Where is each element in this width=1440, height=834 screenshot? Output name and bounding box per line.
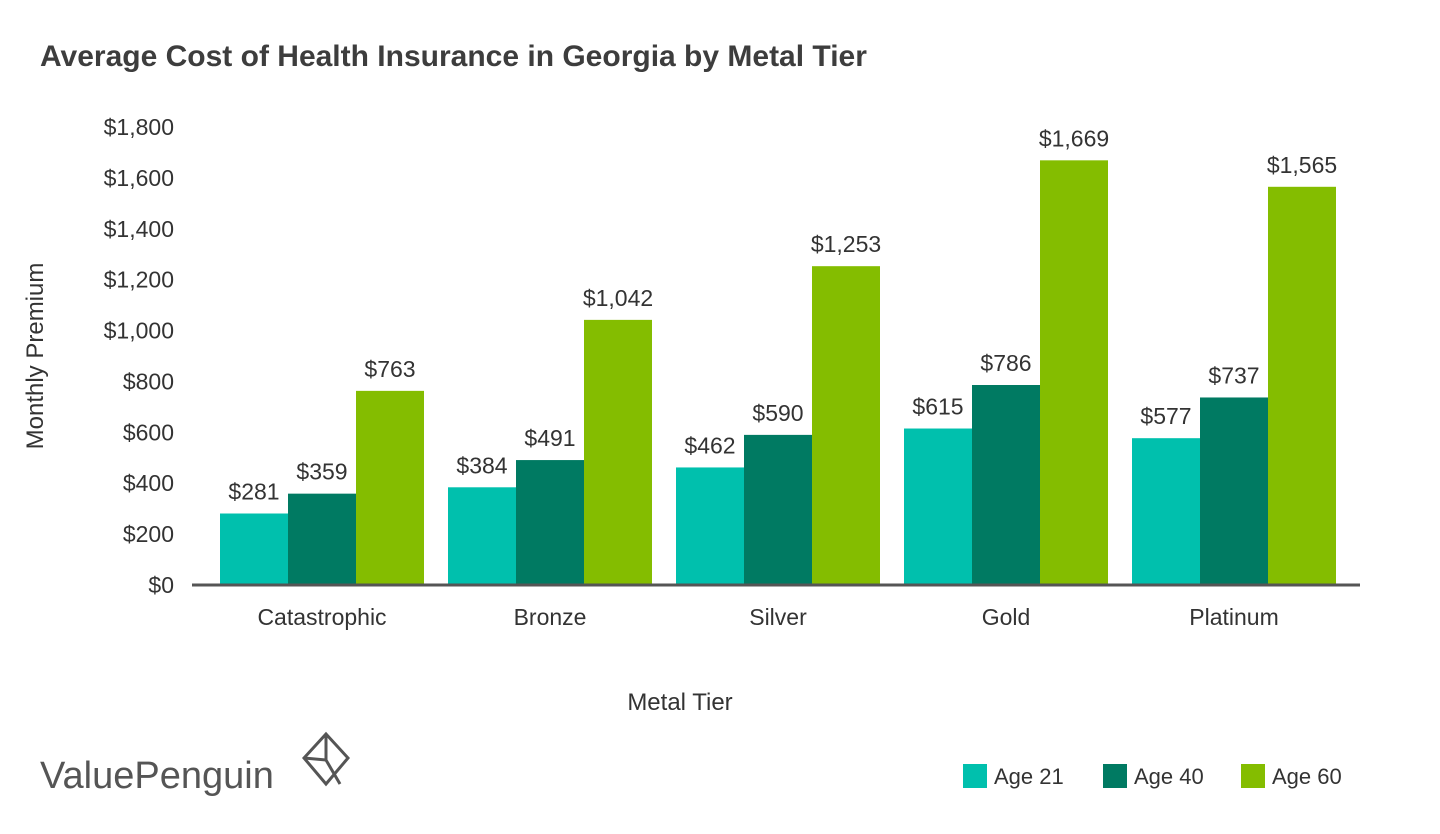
bar-age-60-bronze — [584, 319, 652, 585]
data-label: $1,669 — [1039, 125, 1109, 151]
data-label: $1,042 — [583, 285, 653, 311]
legend: Age 21 Age 40 Age 60 — [963, 764, 1342, 789]
bar-age-21-gold — [904, 428, 972, 585]
legend-label: Age 60 — [1272, 764, 1342, 789]
x-tick-label: Bronze — [514, 604, 587, 630]
x-axis-label: Metal Tier — [627, 689, 732, 716]
y-tick-label: $600 — [123, 419, 174, 445]
x-axis-ticks: Catastrophic Bronze Silver Gold Platinum — [257, 604, 1278, 630]
x-tick-label: Gold — [982, 604, 1031, 630]
x-tick-label: Catastrophic — [257, 604, 386, 630]
valuepenguin-logo-icon — [302, 731, 350, 787]
data-label: $577 — [1140, 403, 1191, 429]
data-label: $1,565 — [1267, 152, 1337, 178]
bar-age-21-catastrophic — [220, 513, 288, 585]
legend-swatch — [1241, 764, 1265, 788]
y-tick-label: $1,400 — [104, 216, 174, 242]
y-tick-label: $400 — [123, 470, 174, 496]
data-label: $359 — [296, 459, 347, 485]
bar-age-40-silver — [744, 434, 812, 585]
bars — [220, 160, 1336, 586]
y-tick-label: $800 — [123, 368, 174, 394]
bar-age-40-bronze — [516, 460, 584, 585]
legend-swatch — [963, 764, 987, 788]
y-tick-label: $1,600 — [104, 165, 174, 191]
data-label: $491 — [524, 425, 575, 451]
bar-age-40-gold — [972, 385, 1040, 585]
y-axis-ticks: $0 $200 $400 $600 $800 $1,000 $1,200 $1,400 $1,6… — [104, 114, 174, 598]
bar-age-60-silver — [812, 266, 880, 585]
data-label: $763 — [364, 356, 415, 382]
data-label: $786 — [980, 350, 1031, 376]
bar-age-40-catastrophic — [288, 493, 356, 585]
data-label: $615 — [912, 394, 963, 420]
bar-age-60-catastrophic — [356, 390, 424, 585]
y-tick-label: $1,200 — [104, 267, 174, 293]
bar-age-40-platinum — [1200, 397, 1268, 585]
data-label: $590 — [752, 400, 803, 426]
data-label: $462 — [684, 432, 735, 458]
y-tick-label: $1,000 — [104, 318, 174, 344]
legend-label: Age 21 — [994, 764, 1064, 789]
bar-age-21-platinum — [1132, 438, 1200, 585]
bar-age-21-bronze — [448, 487, 516, 585]
legend-label: Age 40 — [1134, 764, 1204, 789]
y-tick-label: $0 — [148, 572, 174, 598]
legend-swatch — [1103, 764, 1127, 788]
y-tick-label: $1,800 — [104, 114, 174, 140]
data-label: $1,253 — [811, 231, 881, 257]
value-labels: $281 $359 $763 $384 $491 $1,042 $462 $590 $1,253… — [228, 125, 1337, 504]
y-axis-label: Monthly Premium — [22, 263, 49, 450]
brand-name: ValuePenguin — [40, 755, 274, 797]
bar-age-60-platinum — [1268, 186, 1336, 586]
brand-logo: ValuePenguin — [40, 731, 350, 797]
bar-age-60-gold — [1040, 160, 1108, 586]
x-tick-label: Platinum — [1189, 604, 1278, 630]
bar-age-21-silver — [676, 467, 744, 585]
y-tick-label: $200 — [123, 521, 174, 547]
data-label: $384 — [456, 452, 507, 478]
data-label: $737 — [1208, 362, 1259, 388]
data-label: $281 — [228, 479, 279, 505]
chart-title: Average Cost of Health Insurance in Geor… — [40, 40, 867, 73]
x-tick-label: Silver — [749, 604, 807, 630]
